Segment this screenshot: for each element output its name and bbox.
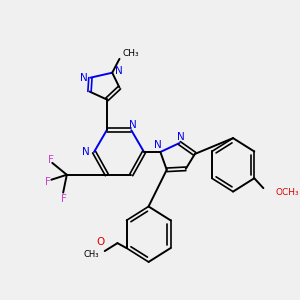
Text: CH₃: CH₃ bbox=[84, 250, 99, 259]
Text: N: N bbox=[82, 147, 89, 157]
Text: N: N bbox=[129, 120, 137, 130]
Text: F: F bbox=[45, 177, 51, 187]
Text: N: N bbox=[177, 132, 185, 142]
Text: CH₃: CH₃ bbox=[122, 50, 139, 58]
Text: N: N bbox=[154, 140, 161, 150]
Text: F: F bbox=[47, 155, 53, 165]
Text: OCH₃: OCH₃ bbox=[275, 188, 299, 196]
Text: O: O bbox=[97, 237, 105, 247]
Text: F: F bbox=[61, 194, 67, 203]
Text: N: N bbox=[115, 66, 123, 76]
Text: N: N bbox=[80, 73, 88, 83]
